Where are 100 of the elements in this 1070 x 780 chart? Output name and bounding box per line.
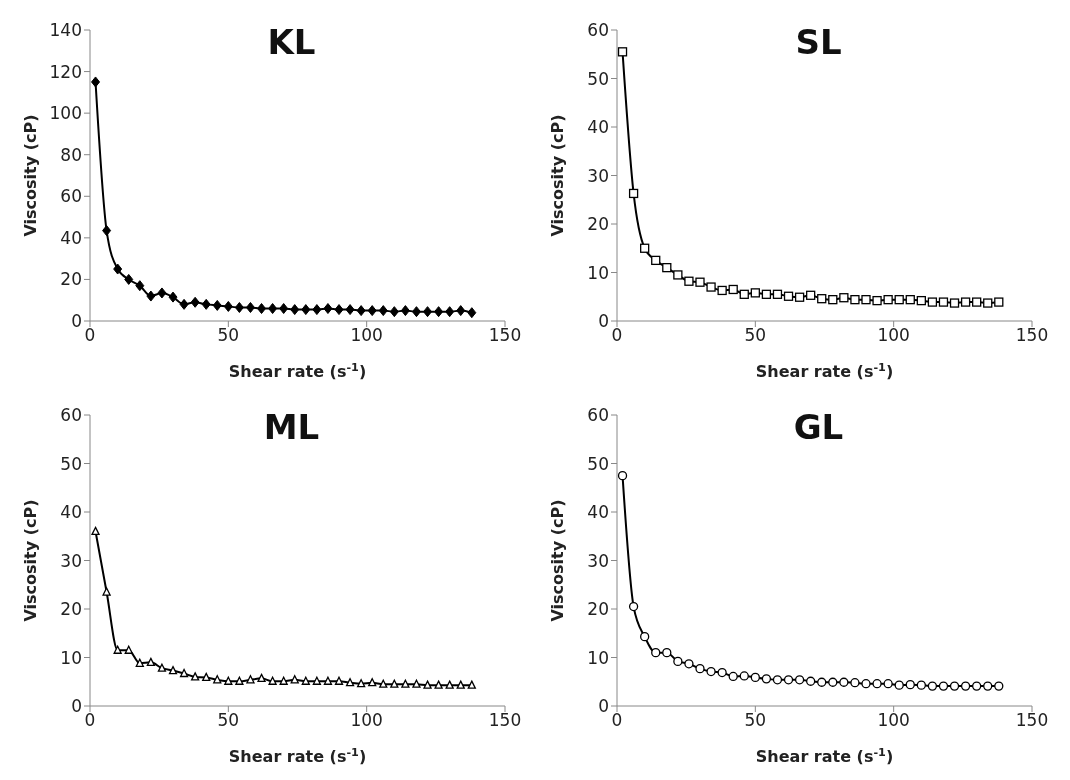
point <box>761 289 772 299</box>
x-axis-title: Shear rate (s$^{-1}$) <box>228 360 367 381</box>
point <box>190 296 200 308</box>
point <box>927 297 938 307</box>
chart-title: SL <box>795 22 842 62</box>
point <box>213 675 222 684</box>
y-tick-label: 10 <box>587 262 609 283</box>
y-tick-label: 50 <box>587 68 609 89</box>
point <box>146 657 156 666</box>
y-tick-label: 60 <box>587 405 609 426</box>
y-axis-title: Viscosity (cP) <box>548 114 567 237</box>
point <box>268 303 278 315</box>
point <box>817 294 827 304</box>
point <box>467 307 477 319</box>
point <box>212 299 222 311</box>
y-tick-label: 0 <box>598 696 609 717</box>
y-tick-label: 100 <box>49 103 82 124</box>
y-tick-label: 80 <box>60 144 82 165</box>
point <box>135 280 145 292</box>
point <box>739 671 749 681</box>
y-tick-label: 30 <box>60 550 82 571</box>
point <box>640 632 650 642</box>
y-tick-label: 30 <box>587 550 609 571</box>
point <box>401 679 410 688</box>
x-tick-label: 100 <box>877 325 910 346</box>
point <box>949 681 960 691</box>
x-axis-title: Shear rate (s$^{-1}$) <box>755 745 894 766</box>
y-tick-label: 40 <box>587 117 609 138</box>
y-tick-label: 10 <box>587 647 609 668</box>
y-tick-label: 60 <box>587 20 609 41</box>
point <box>202 672 211 682</box>
point <box>717 285 727 296</box>
point <box>378 305 388 317</box>
point <box>290 304 300 316</box>
point <box>783 675 794 685</box>
point <box>113 645 122 654</box>
point <box>883 679 893 689</box>
point <box>728 284 738 295</box>
point <box>456 305 466 317</box>
point <box>783 291 794 301</box>
point <box>916 295 926 306</box>
point <box>345 304 355 316</box>
x-tick-label: 100 <box>350 325 383 346</box>
y-tick-label: 40 <box>587 502 609 523</box>
point <box>905 680 915 690</box>
point <box>301 676 310 685</box>
point <box>894 680 904 690</box>
point <box>828 295 838 305</box>
x-tick-label: 50 <box>744 710 767 731</box>
point <box>157 287 167 299</box>
point <box>334 304 344 316</box>
point <box>761 674 772 684</box>
point <box>179 298 189 310</box>
y-tick-label: 50 <box>587 453 609 474</box>
point <box>706 282 716 292</box>
y-axis-title: Viscosity (cP) <box>548 499 567 622</box>
x-tick-label: 150 <box>488 325 522 346</box>
x-tick-label: 0 <box>84 710 96 731</box>
y-axis-title: Viscosity (cP) <box>21 114 40 237</box>
point <box>617 470 628 481</box>
point <box>916 680 926 690</box>
point <box>312 304 322 316</box>
point <box>456 680 465 689</box>
point <box>168 665 178 675</box>
point <box>423 680 432 689</box>
point <box>224 676 233 685</box>
point <box>323 676 333 685</box>
point <box>850 295 860 305</box>
chart-title: KL <box>267 22 316 62</box>
x-tick-label: 150 <box>1015 325 1049 346</box>
point <box>334 676 344 685</box>
point <box>301 304 311 316</box>
point <box>245 301 255 313</box>
point <box>994 681 1004 691</box>
y-tick-label: 0 <box>71 311 82 332</box>
point <box>839 293 849 303</box>
point <box>257 673 266 683</box>
point <box>234 301 244 313</box>
point <box>684 659 694 669</box>
point <box>367 305 377 317</box>
point <box>135 658 144 667</box>
point <box>794 675 805 685</box>
point <box>312 676 322 685</box>
point <box>628 601 639 612</box>
y-tick-label: 30 <box>587 165 609 186</box>
chart-title: GL <box>793 407 844 447</box>
point <box>651 648 661 658</box>
point <box>772 289 783 299</box>
x-tick-label: 50 <box>217 325 240 346</box>
point <box>190 672 200 681</box>
point <box>279 303 289 315</box>
point <box>390 679 399 688</box>
point <box>268 676 277 685</box>
x-axis-title: Shear rate (s$^{-1}$) <box>228 745 367 766</box>
point <box>201 298 211 310</box>
point <box>695 277 705 287</box>
point <box>850 678 860 688</box>
y-axis-title: Viscosity (cP) <box>21 499 40 622</box>
point <box>651 255 661 266</box>
point <box>994 297 1004 307</box>
